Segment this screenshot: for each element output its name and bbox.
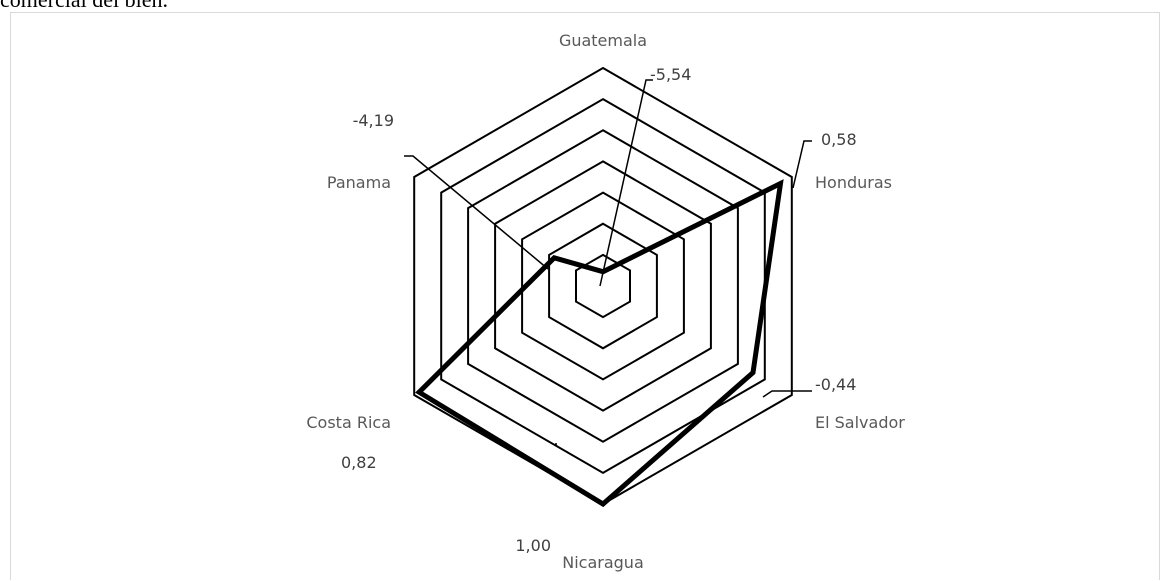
leader-line: [599, 79, 653, 287]
chart-frame: [10, 12, 1160, 580]
category-label: Honduras: [815, 173, 892, 192]
data-label: 0,82: [341, 453, 377, 472]
data-label-leaders: [404, 79, 812, 445]
grid-ring: [467, 129, 739, 443]
category-label: Panama: [327, 173, 391, 192]
leader-line: [404, 155, 549, 270]
data-label: 0,58: [821, 130, 857, 149]
grid-ring: [575, 253, 631, 319]
series-line: [415, 179, 784, 508]
data-labels: -5,54 0,58 -0,44 1,00 0,82 -4,19: [341, 65, 857, 555]
category-label: Guatemala: [559, 31, 647, 50]
data-label: -0,44: [815, 375, 856, 394]
leader-line: [762, 390, 812, 398]
grid-ring: [494, 160, 712, 412]
series-group: [415, 179, 784, 508]
grid-ring: [413, 66, 793, 506]
grid-ring: [548, 222, 658, 350]
category-label: Costa Rica: [306, 413, 391, 432]
grid-ring: [440, 97, 766, 475]
data-label: -4,19: [353, 111, 394, 130]
body-text-fragment: comercial del bien.: [0, 0, 168, 13]
radar-grid: [413, 66, 793, 506]
category-labels: Guatemala Honduras El Salvador Nicaragua Cos…: [306, 31, 905, 572]
grid-ring: [521, 191, 685, 381]
data-label: 1,00: [515, 536, 551, 555]
leader-line: [792, 140, 812, 189]
category-label: Nicaragua: [562, 553, 644, 572]
data-label: -5,54: [650, 65, 691, 84]
category-label: El Salvador: [815, 413, 905, 432]
